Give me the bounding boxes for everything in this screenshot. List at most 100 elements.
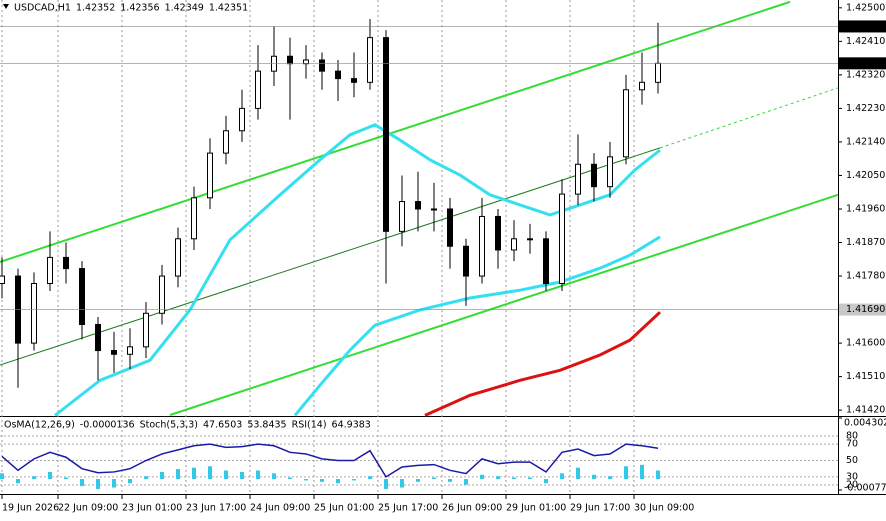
rsi-line <box>1 443 659 478</box>
osma-bar <box>64 477 68 480</box>
candle-body <box>623 89 629 158</box>
osma-bar <box>272 473 276 480</box>
candle-body <box>591 163 597 188</box>
osma-bar <box>608 476 612 480</box>
price-label-box <box>839 20 886 33</box>
indicator-name: Stoch(5,3,3) <box>140 420 198 431</box>
candle-body <box>335 70 341 80</box>
candle-body <box>31 282 37 344</box>
y-tick-label: 1.41960 <box>846 203 885 214</box>
indicator-line <box>424 311 662 417</box>
candle-body <box>495 215 501 251</box>
indicator-value: -0.0000136 <box>80 420 135 431</box>
osma-bar <box>96 479 100 489</box>
price-label: 1.42351 <box>846 58 885 69</box>
osma-bar <box>240 471 244 480</box>
osma-bar <box>336 479 340 484</box>
candle-body <box>0 275 5 284</box>
osma-bar <box>496 476 500 480</box>
candle-body <box>415 201 421 210</box>
osma-bar <box>656 470 660 480</box>
candle-body <box>543 238 549 284</box>
x-tick-label: 25 Jun 01:00 <box>314 503 374 514</box>
price-label-box <box>839 303 886 316</box>
candle-body <box>303 59 309 65</box>
osma-bar <box>16 479 20 484</box>
candle-body <box>111 350 117 355</box>
osma-bar <box>112 479 116 488</box>
candle-body <box>127 346 133 355</box>
ohlc-value: 1.42352 <box>76 3 115 14</box>
osma-bar <box>592 474 596 480</box>
candle-body <box>175 238 181 277</box>
candle-body <box>255 70 261 109</box>
osma-bar <box>304 479 308 481</box>
osma-bar <box>544 479 548 484</box>
ohlc-value: 1.42351 <box>209 3 248 14</box>
osma-bar <box>128 479 132 484</box>
osma-bar <box>144 476 148 480</box>
osma-bar <box>560 473 564 480</box>
indicator-line <box>0 147 661 366</box>
osma-bar <box>640 464 644 480</box>
candle-body <box>95 323 101 352</box>
candle-body <box>383 37 389 232</box>
candle-body <box>655 62 661 83</box>
symbol: USDCAD,H1 <box>14 3 71 14</box>
ohlc-value: 1.42349 <box>165 3 204 14</box>
osma-bar <box>384 479 388 489</box>
candle-body <box>47 256 53 284</box>
candle-body <box>511 238 517 251</box>
x-tick-label: 23 Jun 17:00 <box>186 503 246 514</box>
y-tick-label: 50 <box>846 455 858 466</box>
osma-bar <box>576 467 580 480</box>
osma-bar <box>512 477 516 480</box>
indicator-value: 53.8435 <box>247 420 286 431</box>
candle-body <box>527 238 533 241</box>
y2-tick-label: -0.000774 <box>844 483 886 494</box>
y-tick-label: 20 <box>846 480 858 491</box>
y-tick-label: 1.41600 <box>846 338 885 349</box>
symbol-menu-icon[interactable] <box>3 4 9 9</box>
y-tick-label: 30 <box>846 471 858 482</box>
candle-body <box>191 197 197 240</box>
osma-bar <box>624 466 628 480</box>
candle-body <box>319 59 325 72</box>
x-tick-label: 24 Jun 09:00 <box>250 503 310 514</box>
candle-body <box>479 215 485 277</box>
y-tick-label: 1.42050 <box>846 170 885 181</box>
y-tick-label: 1.41510 <box>846 371 885 382</box>
osma-bar <box>208 466 212 480</box>
indicator-line <box>293 235 661 417</box>
indicator-line <box>659 87 839 149</box>
candle-body <box>351 78 357 83</box>
x-tick-label: 22 Jun 09:00 <box>58 503 118 514</box>
indicator-line <box>169 193 839 416</box>
candle-body <box>607 156 613 188</box>
candle-body <box>63 256 69 270</box>
osma-bar <box>368 476 372 480</box>
osma-bar <box>256 470 260 480</box>
osma-bar <box>464 479 468 485</box>
x-tick-label: 29 Jun 17:00 <box>570 503 630 514</box>
candle-body <box>367 37 373 83</box>
x-tick-label: 23 Jun 01:00 <box>122 503 182 514</box>
osma-bar <box>352 479 356 481</box>
x-tick-label: 26 Jun 09:00 <box>442 503 502 514</box>
y-tick-label: 1.42140 <box>846 136 885 147</box>
y-tick-label: 80 <box>846 430 858 441</box>
osma-bar <box>224 470 228 480</box>
candle-body <box>559 193 565 284</box>
osma-bar <box>528 477 532 480</box>
osma-bar <box>432 477 436 480</box>
price-label: 1.41690 <box>846 304 885 315</box>
candle-body <box>575 163 581 195</box>
candle-body <box>239 107 245 132</box>
osma-bar <box>80 479 84 487</box>
y-tick-label: 1.42230 <box>846 103 885 114</box>
osma-bar <box>288 477 292 480</box>
y-tick-label: 1.41780 <box>846 271 885 282</box>
candle-body <box>79 268 85 325</box>
y-tick-label: 70 <box>846 439 858 450</box>
